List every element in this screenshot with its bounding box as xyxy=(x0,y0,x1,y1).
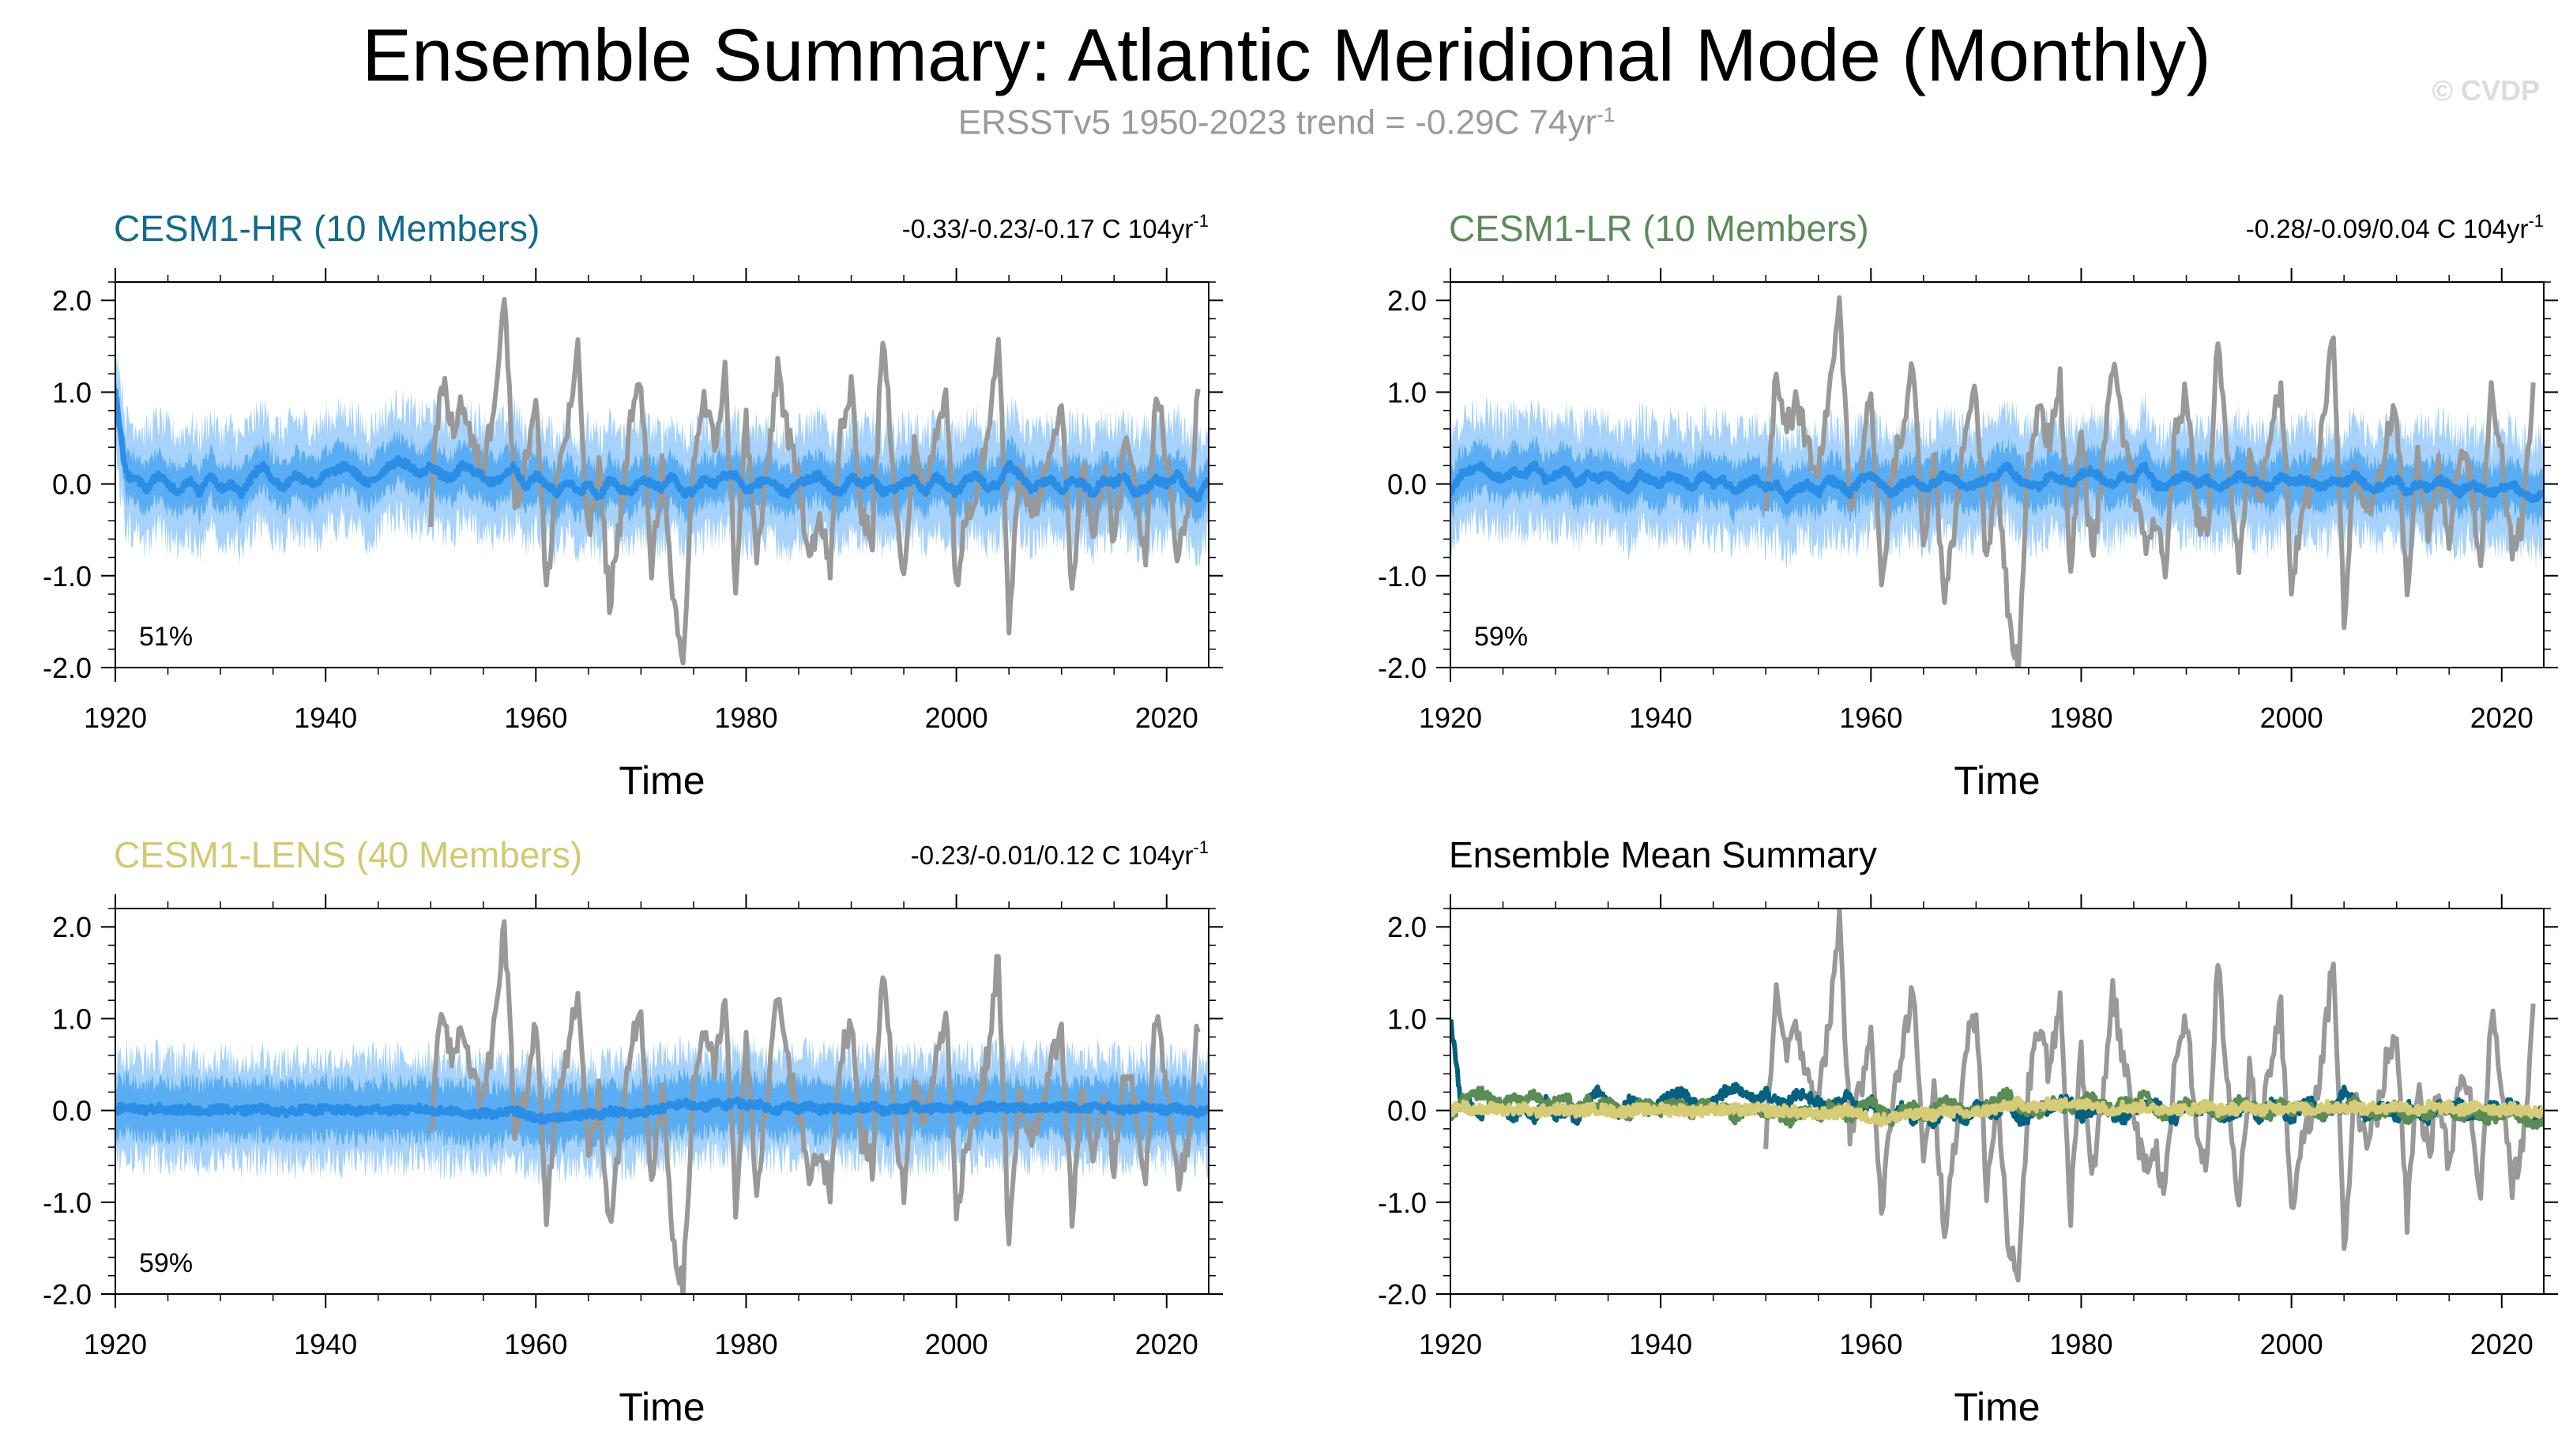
plot-area xyxy=(1450,295,2544,668)
x-tick-label: 1920 xyxy=(84,1328,147,1360)
y-tick-label: -1.0 xyxy=(1378,560,1427,593)
x-tick-label: 2000 xyxy=(925,702,988,734)
y-tick-label: 2.0 xyxy=(52,911,92,943)
trend-superscript: -1 xyxy=(1193,211,1209,231)
x-tick-label: 1940 xyxy=(294,1328,357,1360)
y-tick-label: -2.0 xyxy=(43,1278,92,1311)
x-tick-label: 1940 xyxy=(1629,1328,1692,1360)
panel-title: CESM1-LR (10 Members) xyxy=(1449,208,1869,249)
series-line-ensemble-mean xyxy=(1450,461,2544,504)
observations-line xyxy=(1763,909,2536,1283)
observations-line xyxy=(1763,295,2536,668)
panel-title: Ensemble Mean Summary xyxy=(1449,834,1877,875)
plot-frame xyxy=(1450,908,2545,1295)
percent-label: 59% xyxy=(139,1248,193,1278)
panel-hr: 1920 1940 1960 1980 2000 2020 2.0 1.0 0.0 -1.0 -2.… xyxy=(43,208,1223,803)
y-tick-label: -2.0 xyxy=(43,652,92,684)
x-tick-label: 1980 xyxy=(714,702,777,734)
y-tick-label: 1.0 xyxy=(52,376,92,408)
y-tick-label: 0.0 xyxy=(1387,1095,1427,1127)
x-tick-label: 1960 xyxy=(1839,702,1902,734)
x-axis-label: Time xyxy=(1954,758,2040,803)
y-tick-label: -1.0 xyxy=(43,1187,92,1219)
observations-line xyxy=(428,297,1201,666)
plot-frame xyxy=(1450,281,2545,668)
panel-lr: 1920 1940 1960 1980 2000 2020 2.0 1.0 0.0 -1.0 -2.… xyxy=(1378,208,2558,803)
plot-area xyxy=(1450,909,2544,1283)
panel-lens: 1920 1940 1960 1980 2000 2020 2.0 1.0 0.0 -1.0 -2.… xyxy=(43,834,1223,1429)
x-axis-label: Time xyxy=(1954,1385,2040,1429)
trend-text: -0.28/-0.09/0.04 C 104yr xyxy=(2246,214,2529,243)
trend-label: -0.28/-0.09/0.04 C 104yr-1 xyxy=(2246,211,2544,243)
subtitle-superscript: -1 xyxy=(1597,103,1616,126)
figure-subtitle: ERSSTv5 1950-2023 trend = -0.29C 74yr-1 xyxy=(0,103,2573,143)
y-tick-label: 0.0 xyxy=(52,468,92,501)
x-tick-label: 1960 xyxy=(1839,1328,1902,1360)
y-tick-label: 0.0 xyxy=(1387,468,1427,501)
x-tick-label: 1960 xyxy=(504,1328,567,1360)
x-tick-label: 1940 xyxy=(1629,702,1692,734)
x-tick-label: 2020 xyxy=(1135,1328,1198,1360)
panel-title: CESM1-HR (10 Members) xyxy=(114,208,540,249)
x-tick-label: 1980 xyxy=(2049,702,2112,734)
plot-area xyxy=(115,919,1209,1294)
series-line-ensemble-mean xyxy=(115,389,1209,503)
y-tick-label: 0.0 xyxy=(52,1095,92,1127)
percent-label: 51% xyxy=(139,622,193,652)
series-line-cesm1-lens xyxy=(1450,1095,2544,1127)
y-tick-label: 2.0 xyxy=(52,284,92,317)
x-axis-label: Time xyxy=(619,1385,705,1429)
figure-title: Ensemble Summary: Atlantic Meridional Mo… xyxy=(362,13,2211,96)
y-tick-label: -2.0 xyxy=(1378,1278,1427,1311)
trend-superscript: -1 xyxy=(2528,211,2544,231)
trend-label: -0.33/-0.23/-0.17 C 104yr-1 xyxy=(902,211,1209,243)
series-line-ensemble-mean xyxy=(115,1096,1209,1125)
subtitle-text: ERSSTv5 1950-2023 trend = -0.29C 74yr xyxy=(957,103,1597,142)
x-tick-label: 2000 xyxy=(925,1328,988,1360)
panel-mean: 1920 1940 1960 1980 2000 2020 2.0 1.0 0.0 -1.0 -2.… xyxy=(1378,834,2558,1429)
x-tick-label: 2000 xyxy=(2260,702,2323,734)
plot-frame xyxy=(115,281,1209,668)
x-tick-label: 1920 xyxy=(1419,1328,1482,1360)
copyright-watermark: © CVDP xyxy=(2432,74,2540,107)
y-tick-label: 1.0 xyxy=(1387,376,1427,408)
x-tick-label: 1940 xyxy=(294,702,357,734)
x-axis-label: Time xyxy=(619,758,705,803)
x-tick-label: 2000 xyxy=(2260,1328,2323,1360)
y-tick-label: 1.0 xyxy=(52,1003,92,1035)
y-tick-label: 2.0 xyxy=(1387,911,1427,943)
x-tick-label: 2020 xyxy=(2470,702,2534,734)
plot-area xyxy=(115,297,1209,666)
x-tick-label: 1980 xyxy=(714,1328,777,1360)
x-tick-label: 1920 xyxy=(1419,702,1482,734)
trend-label: -0.23/-0.01/0.12 C 104yr-1 xyxy=(911,837,1209,870)
y-tick-label: -2.0 xyxy=(1378,652,1427,684)
x-tick-label: 2020 xyxy=(1135,702,1198,734)
y-tick-label: -1.0 xyxy=(43,560,92,593)
spread-band-outer xyxy=(115,325,1209,568)
x-tick-label: 1980 xyxy=(2049,1328,2112,1360)
x-tick-label: 2020 xyxy=(2470,1328,2534,1360)
x-tick-label: 1920 xyxy=(84,702,147,734)
trend-text: -0.33/-0.23/-0.17 C 104yr xyxy=(902,214,1194,243)
y-tick-label: 2.0 xyxy=(1387,284,1427,317)
trend-superscript: -1 xyxy=(1193,837,1209,857)
trend-text: -0.23/-0.01/0.12 C 104yr xyxy=(911,841,1194,870)
percent-label: 59% xyxy=(1474,622,1528,652)
plot-frame xyxy=(115,908,1209,1295)
y-tick-label: 1.0 xyxy=(1387,1003,1427,1035)
spread-band-inner xyxy=(115,375,1209,526)
x-tick-label: 1960 xyxy=(504,702,567,734)
observations-line xyxy=(428,919,1201,1294)
y-tick-label: -1.0 xyxy=(1378,1187,1427,1219)
panel-title: CESM1-LENS (40 Members) xyxy=(114,834,582,875)
